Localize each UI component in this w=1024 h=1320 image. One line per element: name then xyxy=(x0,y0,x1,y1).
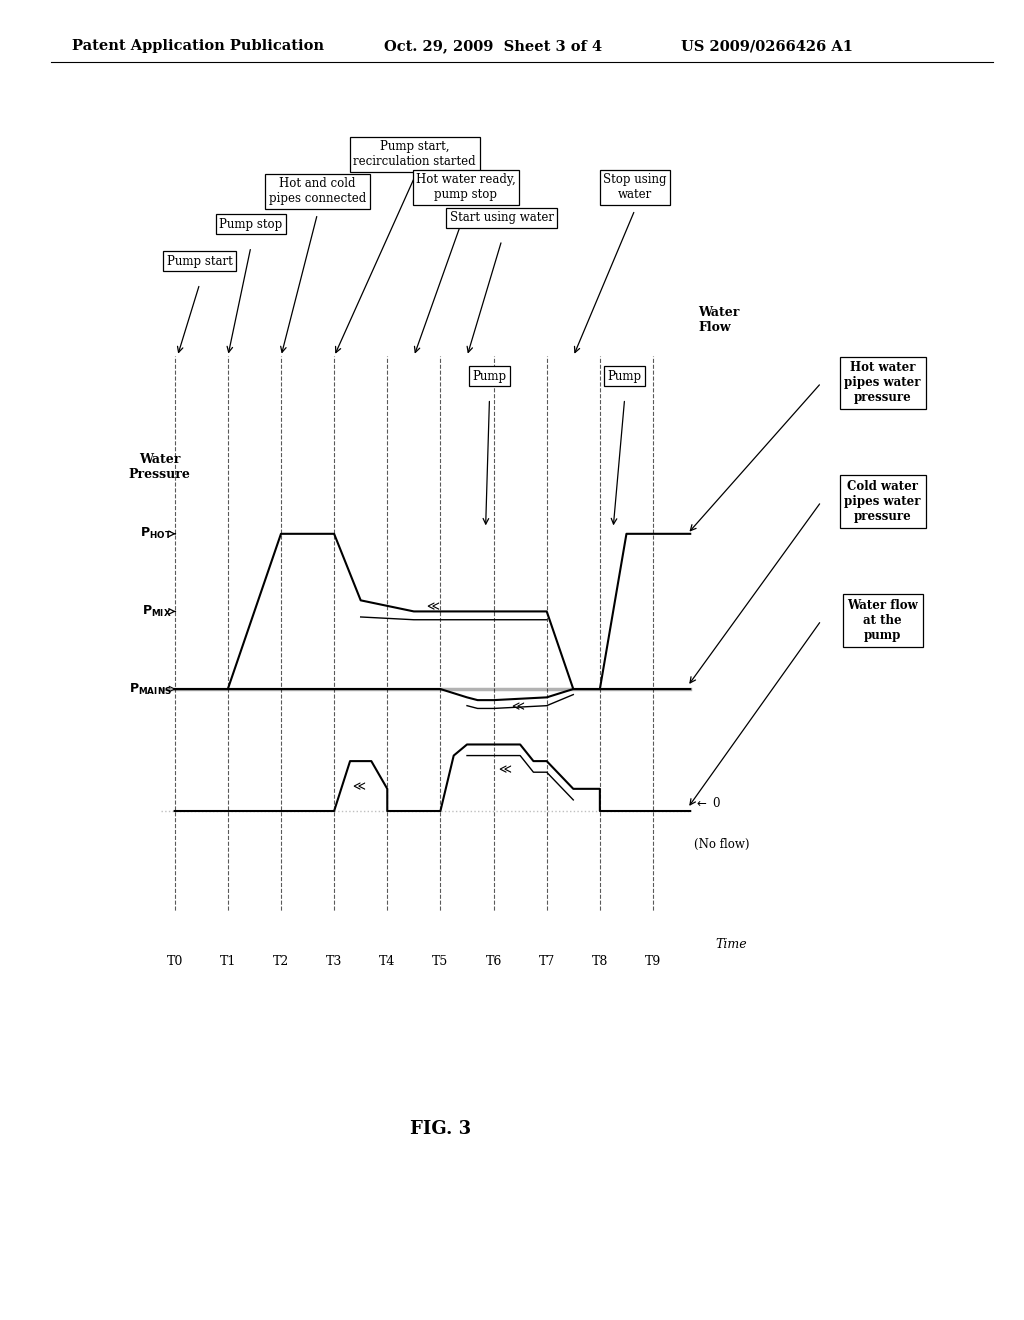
Text: T0: T0 xyxy=(167,956,183,968)
Text: Cold water
pipes water
pressure: Cold water pipes water pressure xyxy=(845,480,921,523)
Text: T4: T4 xyxy=(379,956,395,968)
Text: $\gg$: $\gg$ xyxy=(512,697,528,709)
Text: $\leftarrow$ 0: $\leftarrow$ 0 xyxy=(694,796,721,809)
Text: Start using water: Start using water xyxy=(450,211,554,224)
Text: $\gg$: $\gg$ xyxy=(499,760,515,774)
Text: $\gg$: $\gg$ xyxy=(427,597,443,610)
Text: Patent Application Publication: Patent Application Publication xyxy=(72,40,324,53)
Text: Stop using
water: Stop using water xyxy=(603,173,667,202)
Text: T8: T8 xyxy=(592,956,608,968)
Text: T3: T3 xyxy=(326,956,342,968)
Text: T6: T6 xyxy=(485,956,502,968)
Text: Water flow
at the
pump: Water flow at the pump xyxy=(847,599,919,642)
Text: $\gg$: $\gg$ xyxy=(352,776,369,789)
Text: Time: Time xyxy=(716,937,748,950)
Text: T9: T9 xyxy=(645,956,662,968)
Text: Hot and cold
pipes connected: Hot and cold pipes connected xyxy=(269,177,366,206)
Text: US 2009/0266426 A1: US 2009/0266426 A1 xyxy=(681,40,853,53)
Text: $\mathbf{P_{MAINS}}$: $\mathbf{P_{MAINS}}$ xyxy=(129,681,172,697)
Text: T5: T5 xyxy=(432,956,449,968)
Text: Water
Flow: Water Flow xyxy=(698,306,739,334)
Text: Pump start: Pump start xyxy=(167,255,232,268)
Text: Water
Pressure: Water Pressure xyxy=(129,453,190,482)
Text: $\mathbf{P_{HOT}}$: $\mathbf{P_{HOT}}$ xyxy=(140,527,172,541)
Text: Hot water
pipes water
pressure: Hot water pipes water pressure xyxy=(845,362,921,404)
Text: T1: T1 xyxy=(219,956,236,968)
Text: Pump stop: Pump stop xyxy=(219,218,283,231)
Text: Oct. 29, 2009  Sheet 3 of 4: Oct. 29, 2009 Sheet 3 of 4 xyxy=(384,40,602,53)
Text: $\mathbf{P_{MIX}}$: $\mathbf{P_{MIX}}$ xyxy=(142,603,172,619)
Text: FIG. 3: FIG. 3 xyxy=(410,1119,471,1138)
Text: T2: T2 xyxy=(272,956,289,968)
Text: Pump: Pump xyxy=(607,370,642,383)
Text: T7: T7 xyxy=(539,956,555,968)
Text: Hot water ready,
pump stop: Hot water ready, pump stop xyxy=(416,173,516,202)
Text: Pump start,
recirculation started: Pump start, recirculation started xyxy=(353,140,476,169)
Text: Pump: Pump xyxy=(472,370,507,383)
Text: (No flow): (No flow) xyxy=(694,838,750,851)
